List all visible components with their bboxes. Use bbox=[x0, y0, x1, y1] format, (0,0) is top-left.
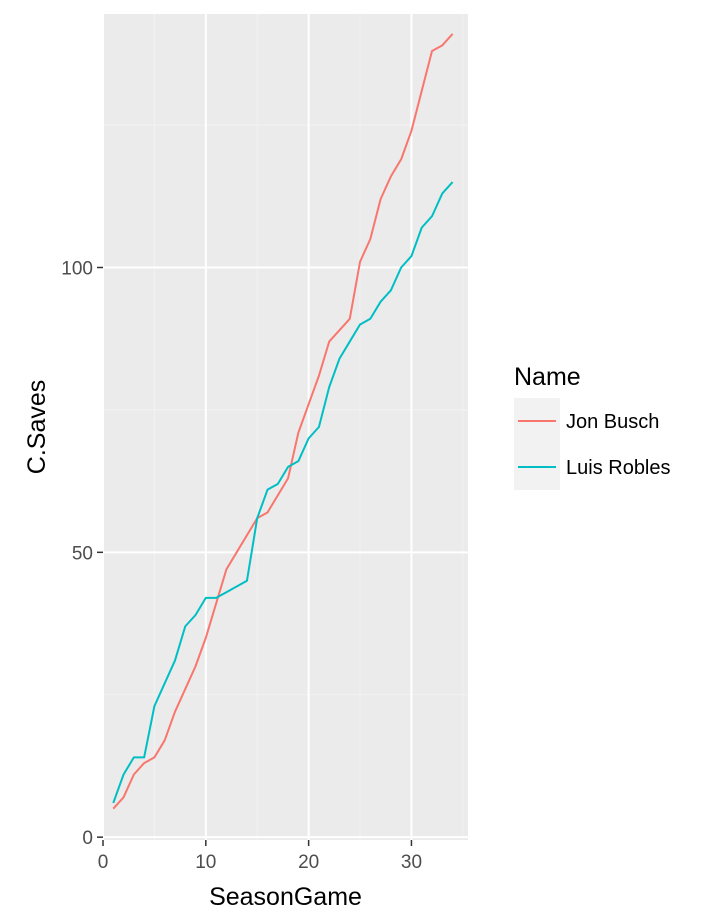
x-tick-label: 0 bbox=[98, 852, 109, 873]
minor-grid bbox=[103, 14, 468, 840]
x-tick-label: 20 bbox=[298, 852, 319, 873]
series-line-jon-busch bbox=[112, 33, 454, 810]
legend-label: Luis Robles bbox=[566, 457, 671, 479]
legend-title: Name bbox=[514, 363, 581, 391]
series-line-luis-robles bbox=[112, 181, 454, 804]
x-axis-ticks: 0 10 20 30 bbox=[98, 840, 422, 873]
y-tick-label: 0 bbox=[82, 828, 93, 849]
plot-panel bbox=[103, 14, 468, 840]
major-grid bbox=[102, 14, 468, 840]
y-axis-ticks: 0 50 100 bbox=[61, 258, 103, 849]
x-tick-label: 30 bbox=[401, 852, 422, 873]
x-axis-title: SeasonGame bbox=[209, 883, 362, 911]
x-tick-label: 10 bbox=[195, 852, 216, 873]
y-tick-label: 100 bbox=[61, 258, 93, 279]
legend-label: Jon Busch bbox=[566, 411, 659, 433]
y-axis-title: C.Saves bbox=[23, 380, 51, 474]
legend: Name Jon Busch Luis Robles bbox=[514, 363, 671, 490]
series-lines bbox=[112, 33, 454, 810]
y-tick-label: 50 bbox=[72, 543, 93, 564]
